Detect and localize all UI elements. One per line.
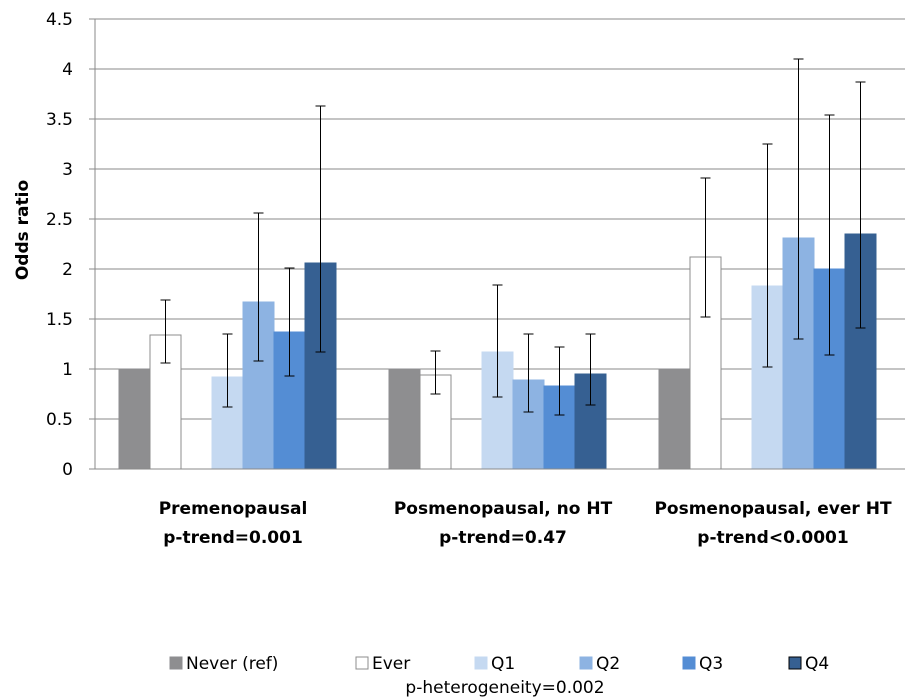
y-tick-label: 4 [62,60,73,80]
bar-q4 [574,373,607,470]
y-tick-label: 0.5 [46,410,73,430]
y-tick-label: 1 [62,360,73,380]
legend-label: Ever [372,654,410,674]
y-tick-label: 0 [62,460,73,480]
category-label-line1: Premenopausal [159,499,308,519]
legend-label: Q4 [805,654,829,674]
bar-never-ref- [658,368,691,470]
gridlines [95,18,905,420]
category-label-line2: p-trend=0.001 [163,528,303,548]
y-tick-label: 3.5 [46,110,73,130]
error-bars [160,58,866,416]
legend-label: Never (ref) [186,654,278,674]
axes [89,18,905,470]
y-tick-label: 2 [62,260,73,280]
category-label-line1: Posmenopausal, no HT [394,499,613,519]
category-label-line2: p-trend=0.47 [439,528,567,548]
legend-swatch [474,656,488,670]
y-tick-label: 4.5 [46,10,73,30]
legend-swatch [788,656,802,670]
bar-never-ref- [388,368,421,470]
legend: Never (ref) Ever Q1 Q2 Q3 Q4 [169,654,829,674]
legend-label: Q1 [491,654,515,674]
heterogeneity-footnote: p-heterogeneity=0.002 [405,678,604,698]
bar-never-ref- [118,368,151,470]
y-tick-label: 1.5 [46,310,73,330]
y-axis-label: Odds ratio [13,180,33,280]
legend-swatch [682,656,696,670]
y-tick-label: 2.5 [46,210,73,230]
category-label-line2: p-trend<0.0001 [697,528,848,548]
legend-swatch [579,656,593,670]
y-axis-ticks: 0 0.5 1 1.5 2 2.5 3 3.5 4 4.5 [46,10,73,480]
legend-label: Q3 [699,654,723,674]
category-labels: Premenopausal p-trend=0.001 Posmenopausal,… [159,499,892,548]
legend-swatch [355,656,369,670]
y-tick-label: 3 [62,160,73,180]
category-label-line1: Posmenopausal, ever HT [654,499,891,519]
bars [118,233,877,470]
legend-label: Q2 [596,654,620,674]
legend-swatch [169,656,183,670]
